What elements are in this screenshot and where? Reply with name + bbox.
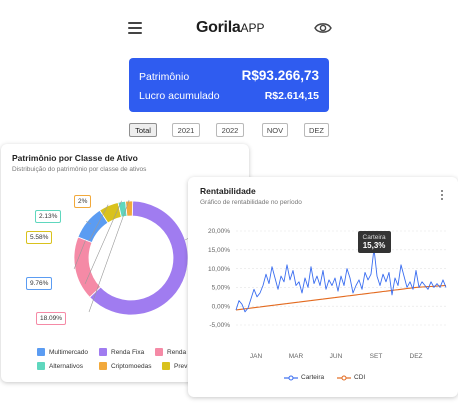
callout-5-58pct: 5.58% — [26, 231, 53, 244]
tooltip-value: 15,3% — [362, 241, 386, 250]
legend-swatch — [99, 348, 107, 356]
legend-carteira[interactable]: Carteira — [284, 374, 324, 381]
x-tick-label: SET — [370, 353, 383, 360]
donut-connector-3 — [88, 204, 109, 242]
legend-label: Multimercado — [49, 348, 89, 356]
x-tick-label: DEZ — [410, 353, 423, 360]
returns-title: Rentabilidade — [200, 186, 256, 196]
legend-label: Alternativos — [49, 362, 83, 370]
tooltip-series: Carteira — [362, 234, 386, 241]
portfolio-summary: Patrimônio R$93.266,73 Lucro acumulado R… — [129, 58, 329, 112]
allocation-title: Patrimônio por Classe de Ativo — [12, 153, 138, 163]
eye-icon[interactable] — [314, 21, 332, 35]
legend-swatch — [162, 362, 170, 370]
legend-swatch — [37, 362, 45, 370]
patrimonio-label: Patrimônio — [139, 71, 190, 83]
patrimonio-value: R$93.266,73 — [241, 68, 319, 83]
x-tick-label: MAR — [289, 353, 304, 360]
donut-slice-1[interactable] — [73, 236, 102, 298]
legend-renda[interactable]: Renda — [155, 348, 186, 356]
donut-connector-5 — [88, 199, 130, 313]
legend-criptomoedas[interactable]: Criptomoedas — [99, 362, 151, 370]
returns-subtitle: Gráfico de rentabilidade no período — [200, 199, 302, 206]
callout-18-09pct: 18.09% — [36, 312, 67, 325]
legend-carteira-label: Carteira — [301, 374, 325, 381]
legend-label: Criptomoedas — [111, 362, 152, 370]
period-selector: Total 2021 2022 NOV DEZ — [0, 123, 458, 139]
donut-connector-4 — [84, 200, 122, 285]
legend-line-carteira-icon — [284, 375, 298, 380]
lucro-label: Lucro acumulado — [139, 90, 220, 102]
y-tick-label: 20,00% — [208, 228, 230, 235]
callout-9-76pct: 9.76% — [26, 277, 53, 290]
brand-logo: GorilaAPP — [196, 19, 264, 37]
hamburger-menu-icon[interactable] — [128, 22, 142, 34]
x-tick-label: JAN — [250, 353, 263, 360]
period-nov-button[interactable]: NOV — [262, 123, 288, 137]
legend-label: Renda Fixa — [111, 348, 145, 356]
returns-card: Rentabilidade Gráfico de rentabilidade n… — [188, 177, 458, 397]
legend-prev[interactable]: Prev — [162, 362, 187, 370]
donut-slice-5[interactable] — [125, 200, 134, 217]
returns-line-chart: 20,00% 15,00% 10,00% 5,00% 0,00% -5,00% JAN MAR… — [208, 228, 447, 360]
series-line-cdi[interactable] — [235, 284, 447, 311]
legend-alternativos[interactable]: Alternativos — [37, 362, 83, 370]
legend-cdi-label: CDI — [354, 374, 366, 381]
legend-swatch — [155, 348, 163, 356]
period-dez-button[interactable]: DEZ — [304, 123, 329, 137]
y-tick-label: 5,00% — [212, 285, 231, 292]
legend-label: Renda — [167, 348, 187, 356]
callout-2-13pct: 2.13% — [35, 210, 62, 223]
callout-2pct: 2% — [74, 195, 92, 208]
y-tick-label: 0,00% — [212, 303, 231, 310]
legend-renda-fixa[interactable]: Renda Fixa — [99, 348, 144, 356]
x-tick-label: JUN — [330, 353, 343, 360]
period-total-button[interactable]: Total — [129, 123, 157, 137]
more-vertical-icon[interactable] — [441, 190, 445, 201]
series-line-carteira[interactable] — [235, 248, 447, 313]
legend-swatch — [99, 362, 107, 370]
y-tick-label: 15,00% — [208, 247, 230, 254]
legend-swatch — [37, 348, 45, 356]
donut-connector-2 — [85, 221, 92, 225]
period-2022-button[interactable]: 2022 — [216, 123, 244, 137]
top-bar: GorilaAPP — [0, 0, 458, 56]
legend-cdi[interactable]: CDI — [337, 374, 365, 381]
legend-multimercado[interactable]: Multimercado — [37, 348, 88, 356]
allocation-subtitle: Distribuição do patrimônio por classe de… — [12, 166, 147, 173]
lucro-value: R$2.614,15 — [264, 90, 319, 102]
legend-label: Prev — [174, 362, 188, 370]
brand-name: Gorila — [196, 19, 241, 36]
chart-tooltip: Carteira 15,3% — [357, 231, 391, 253]
brand-suffix: APP — [240, 21, 265, 35]
y-tick-label: 10,00% — [208, 266, 230, 273]
legend-line-cdi-icon — [337, 375, 351, 380]
period-2021-button[interactable]: 2021 — [172, 123, 200, 137]
y-tick-label: -5,00% — [209, 322, 230, 329]
